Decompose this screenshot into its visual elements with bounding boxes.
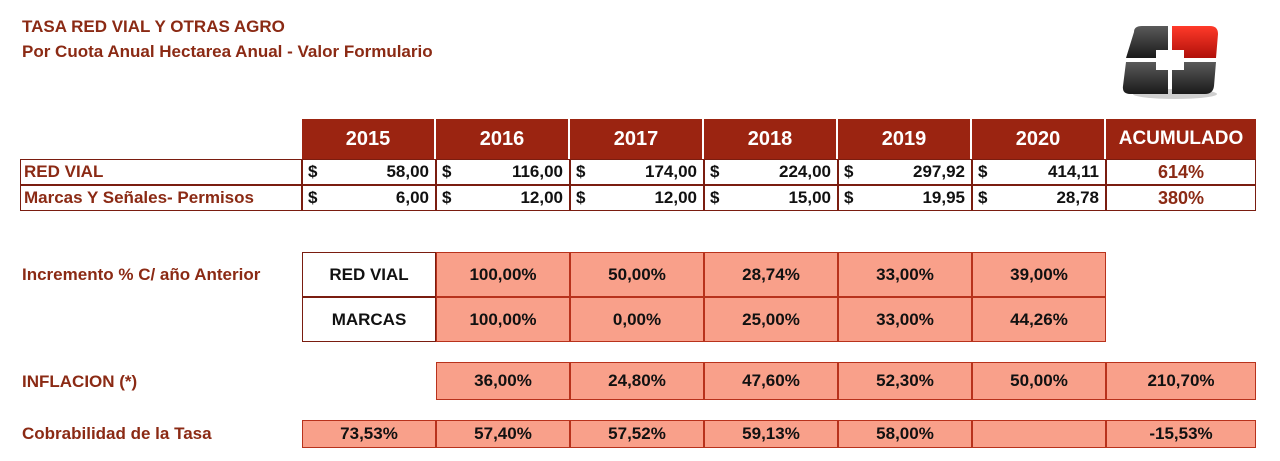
cell-marcas-acumulado: 380% — [1106, 185, 1256, 211]
cell-value: 224,00 — [779, 162, 831, 181]
page-title: TASA RED VIAL Y OTRAS AGRO — [22, 17, 285, 36]
increment-marcas-2018: 25,00% — [704, 297, 838, 342]
collectability-acumulado: -15,53% — [1106, 420, 1256, 448]
collectability-2020 — [972, 420, 1106, 448]
page-subtitle: Por Cuota Anual Hectarea Anual - Valor F… — [22, 42, 433, 61]
cell-marcas-2019: $19,95 — [838, 185, 972, 211]
cell-value: 58,00 — [386, 162, 429, 181]
increment-red-vial-2019: 33,00% — [838, 252, 972, 297]
currency-sign: $ — [710, 188, 720, 207]
increment-red-vial-2016: 100,00% — [436, 252, 570, 297]
collectability-2019: 58,00% — [838, 420, 972, 448]
inflation-label: INFLACION (*) — [22, 372, 138, 391]
currency-sign: $ — [576, 188, 586, 207]
cell-value: 297,92 — [913, 162, 965, 181]
cell-value: 12,00 — [520, 188, 563, 207]
increment-marcas-2016: 100,00% — [436, 297, 570, 342]
cell-red-vial-2018: $224,00 — [704, 159, 838, 185]
header-year-2019: 2019 — [838, 119, 972, 159]
currency-sign: $ — [576, 162, 586, 181]
currency-sign: $ — [442, 188, 452, 207]
currency-sign: $ — [308, 162, 318, 181]
cell-marcas-2018: $15,00 — [704, 185, 838, 211]
cell-red-vial-2016: $116,00 — [436, 159, 570, 185]
inflation-2019: 52,30% — [838, 362, 972, 400]
collectability-2016: 57,40% — [436, 420, 570, 448]
inflation-acumulado: 210,70% — [1106, 362, 1256, 400]
cell-red-vial-2015: $58,00 — [302, 159, 436, 185]
company-logo-icon — [1122, 26, 1218, 99]
header-acumulado: ACUMULADO — [1106, 119, 1256, 159]
cell-marcas-2016: $12,00 — [436, 185, 570, 211]
header-year-2017: 2017 — [570, 119, 704, 159]
currency-sign: $ — [308, 188, 318, 207]
cell-marcas-2015: $6,00 — [302, 185, 436, 211]
increment-sub-red-vial: RED VIAL — [302, 252, 436, 297]
currency-sign: $ — [442, 162, 452, 181]
cell-marcas-2017: $12,00 — [570, 185, 704, 211]
header-year-2020: 2020 — [972, 119, 1106, 159]
header-year-2016: 2016 — [436, 119, 570, 159]
increment-marcas-2020: 44,26% — [972, 297, 1106, 342]
inflation-2017: 24,80% — [570, 362, 704, 400]
header-year-2018: 2018 — [704, 119, 838, 159]
collectability-label: Cobrabilidad de la Tasa — [22, 424, 212, 443]
increment-red-vial-2020: 39,00% — [972, 252, 1106, 297]
increment-red-vial-2017: 50,00% — [570, 252, 704, 297]
cell-red-vial-2020: $414,11 — [972, 159, 1106, 185]
increment-marcas-2017: 0,00% — [570, 297, 704, 342]
cell-value: 116,00 — [511, 162, 563, 181]
row-label-marcas: Marcas Y Señales- Permisos — [20, 185, 302, 211]
collectability-2017: 57,52% — [570, 420, 704, 448]
cell-red-vial-2017: $174,00 — [570, 159, 704, 185]
collectability-2015: 73,53% — [302, 420, 436, 448]
cell-value: 19,95 — [922, 188, 965, 207]
cell-value: 414,11 — [1047, 162, 1099, 181]
cell-value: 6,00 — [395, 188, 429, 207]
collectability-2018: 59,13% — [704, 420, 838, 448]
cell-red-vial-acumulado: 614% — [1106, 159, 1256, 185]
cell-value: 15,00 — [788, 188, 831, 207]
currency-sign: $ — [844, 162, 854, 181]
increment-red-vial-2018: 28,74% — [704, 252, 838, 297]
inflation-2018: 47,60% — [704, 362, 838, 400]
currency-sign: $ — [710, 162, 720, 181]
increment-sub-marcas: MARCAS — [302, 297, 436, 342]
cell-marcas-2020: $28,78 — [972, 185, 1106, 211]
cell-value: 28,78 — [1056, 188, 1099, 207]
inflation-2016: 36,00% — [436, 362, 570, 400]
increment-label: Incremento % C/ año Anterior — [22, 265, 261, 284]
currency-sign: $ — [978, 188, 988, 207]
currency-sign: $ — [844, 188, 854, 207]
increment-marcas-2019: 33,00% — [838, 297, 972, 342]
cell-value: 12,00 — [654, 188, 697, 207]
header-year-2015: 2015 — [302, 119, 436, 159]
row-label-red-vial: RED VIAL — [20, 159, 302, 185]
cell-value: 174,00 — [645, 162, 697, 181]
cell-red-vial-2019: $297,92 — [838, 159, 972, 185]
currency-sign: $ — [978, 162, 988, 181]
inflation-2020: 50,00% — [972, 362, 1106, 400]
